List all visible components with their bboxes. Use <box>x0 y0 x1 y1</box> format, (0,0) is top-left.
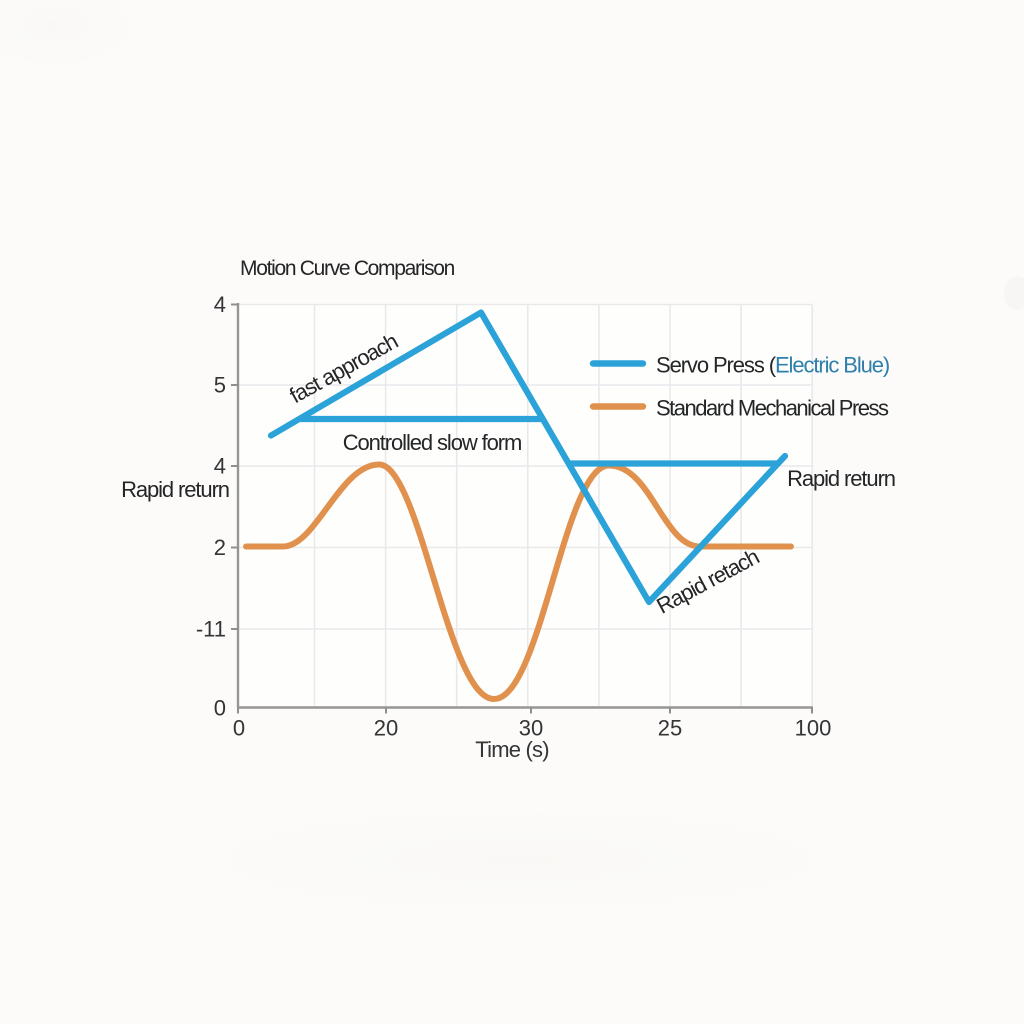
svg-text:0: 0 <box>233 716 245 741</box>
svg-text:Time (s): Time (s) <box>475 737 548 762</box>
svg-text:5: 5 <box>214 373 226 398</box>
svg-text:4: 4 <box>214 454 226 479</box>
svg-text:Motion Curve Comparison: Motion Curve Comparison <box>240 257 455 280</box>
svg-text:-11: -11 <box>196 617 226 642</box>
svg-text:Controlled slow form: Controlled slow form <box>343 430 522 455</box>
svg-text:0: 0 <box>214 696 226 721</box>
svg-text:100: 100 <box>795 716 832 741</box>
svg-text:2: 2 <box>214 535 226 560</box>
svg-text:4: 4 <box>214 292 226 317</box>
svg-text:25: 25 <box>658 716 682 741</box>
svg-text:Rapid return: Rapid return <box>787 466 895 491</box>
svg-text:Standard Mechanical Press: Standard Mechanical Press <box>656 396 889 421</box>
svg-text:30: 30 <box>519 716 543 741</box>
svg-text:Rapid return: Rapid return <box>121 477 229 502</box>
svg-text:Servo Press (Electric Blue): Servo Press (Electric Blue) <box>656 353 889 378</box>
svg-text:20: 20 <box>374 716 398 741</box>
